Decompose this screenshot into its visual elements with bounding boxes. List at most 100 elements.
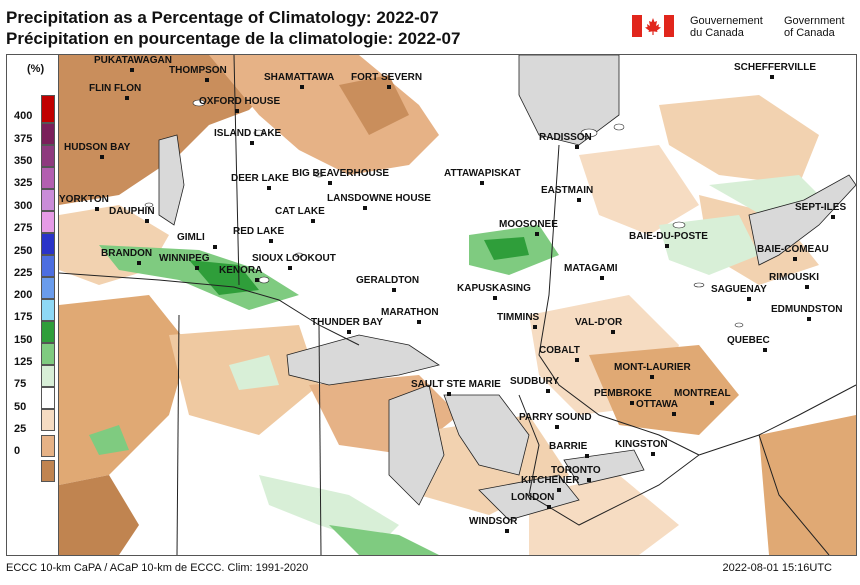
legend-label: 25 <box>14 423 27 435</box>
city-label: RED LAKE <box>233 226 285 237</box>
city-label: COBALT <box>539 345 580 356</box>
color-legend: (%) 400 375 350 325 300 275 250 225 200 175 150 125… <box>6 54 60 556</box>
legend-swatch <box>41 145 55 167</box>
city-marker <box>585 454 589 458</box>
city-label: DEER LAKE <box>231 173 289 184</box>
government-of-canada-wordmark-en: Government of Canada <box>784 15 845 39</box>
city-marker <box>311 219 315 223</box>
city-marker <box>651 452 655 456</box>
city-marker <box>546 389 550 393</box>
city-label: MATAGAMI <box>564 263 618 274</box>
city-marker <box>387 85 391 89</box>
legend-label: 175 <box>14 311 33 323</box>
city-label: VAL-D'OR <box>575 317 623 328</box>
footer-source: ECCC 10-km CaPA / ACaP 10-km de ECCC. Cl… <box>6 562 309 574</box>
city-label: BARRIE <box>549 441 588 452</box>
city-marker <box>587 478 591 482</box>
legend-label: 325 <box>14 177 33 189</box>
city-marker <box>417 320 421 324</box>
anomaly-wet-areas <box>89 175 829 555</box>
city-label: FORT SEVERN <box>351 72 423 83</box>
city-label: YORKTON <box>59 194 109 205</box>
city-label: HUDSON BAY <box>64 142 131 153</box>
city-label: KENORA <box>219 265 263 276</box>
city-label: MARATHON <box>381 307 439 318</box>
city-label: WINDSOR <box>469 516 518 527</box>
city-label: CAT LAKE <box>275 206 325 217</box>
city-label: SAGUENAY <box>711 284 767 295</box>
city-marker <box>807 317 811 321</box>
canada-flag-icon <box>632 15 674 37</box>
city-label: RADISSON <box>539 132 592 143</box>
legend-unit: (%) <box>27 63 45 75</box>
legend-label: 200 <box>14 289 33 301</box>
city-marker <box>535 232 539 236</box>
city-label: BAIE-DU-POSTE <box>629 231 708 242</box>
legend-label: 250 <box>14 245 33 257</box>
city-label: FLIN FLON <box>89 83 142 94</box>
city-marker <box>557 488 561 492</box>
city-label: QUEBEC <box>727 335 770 346</box>
city-label: BAIE-COMEAU <box>757 244 829 255</box>
city-marker <box>575 358 579 362</box>
city-marker <box>505 529 509 533</box>
govt-fr-line2: du Canada <box>690 27 744 39</box>
legend-label: 350 <box>14 155 33 167</box>
govt-en-line1: Government <box>784 15 845 27</box>
city-label: LONDON <box>511 492 555 503</box>
city-marker <box>255 278 259 282</box>
city-marker <box>747 297 751 301</box>
legend-swatch <box>41 233 55 255</box>
political-boundaries <box>59 55 856 555</box>
map-canvas <box>59 55 856 555</box>
city-label: MOOSONEE <box>499 219 558 230</box>
government-of-canada-wordmark-fr: Gouvernement du Canada <box>690 15 763 39</box>
legend-label: 50 <box>14 401 27 413</box>
city-label: KITCHENER <box>521 475 580 486</box>
city-label: THUNDER BAY <box>311 317 383 328</box>
city-label: WINNIPEG <box>159 253 210 264</box>
city-marker <box>300 85 304 89</box>
city-marker <box>100 155 104 159</box>
city-label: KAPUSKASING <box>457 283 531 294</box>
city-label: PUKATAWAGAN <box>94 55 172 66</box>
city-label: GERALDTON <box>356 275 420 286</box>
city-marker <box>250 141 254 145</box>
legend-label: 125 <box>14 356 33 368</box>
legend-swatch <box>41 123 55 145</box>
legend-swatch <box>41 167 55 189</box>
legend-label: 400 <box>14 110 33 122</box>
city-marker <box>831 215 835 219</box>
footer-timestamp: 2022-08-01 15:16UTC <box>722 562 832 574</box>
legend-swatch <box>41 211 55 233</box>
city-marker <box>205 78 209 82</box>
city-marker <box>630 401 634 405</box>
city-marker <box>575 145 579 149</box>
city-label: SEPT-ILES <box>795 202 847 213</box>
city-marker <box>672 412 676 416</box>
legend-label: 225 <box>14 267 33 279</box>
legend-label: 275 <box>14 222 33 234</box>
precipitation-map: PUKATAWAGAN THOMPSON FLIN FLON SHAMATTAWA FO… <box>58 54 857 556</box>
city-marker <box>392 288 396 292</box>
city-marker <box>577 198 581 202</box>
city-label: SUDBURY <box>510 376 560 387</box>
city-label: BRANDON <box>101 248 153 259</box>
city-marker <box>665 244 669 248</box>
city-label: DAUPHIN <box>109 206 155 217</box>
city-label: SCHEFFERVILLE <box>734 62 817 73</box>
city-marker <box>195 266 199 270</box>
city-marker <box>328 181 332 185</box>
city-marker <box>611 330 615 334</box>
city-marker <box>650 375 654 379</box>
city-marker <box>288 266 292 270</box>
city-marker <box>600 276 604 280</box>
govt-fr-line1: Gouvernement <box>690 15 763 27</box>
city-label: THOMPSON <box>169 65 227 76</box>
city-label: RIMOUSKI <box>769 272 819 283</box>
city-marker <box>793 257 797 261</box>
city-marker <box>805 285 809 289</box>
legend-swatch <box>41 299 55 321</box>
city-label: PARRY SOUND <box>519 412 592 423</box>
legend-swatch <box>41 460 55 482</box>
